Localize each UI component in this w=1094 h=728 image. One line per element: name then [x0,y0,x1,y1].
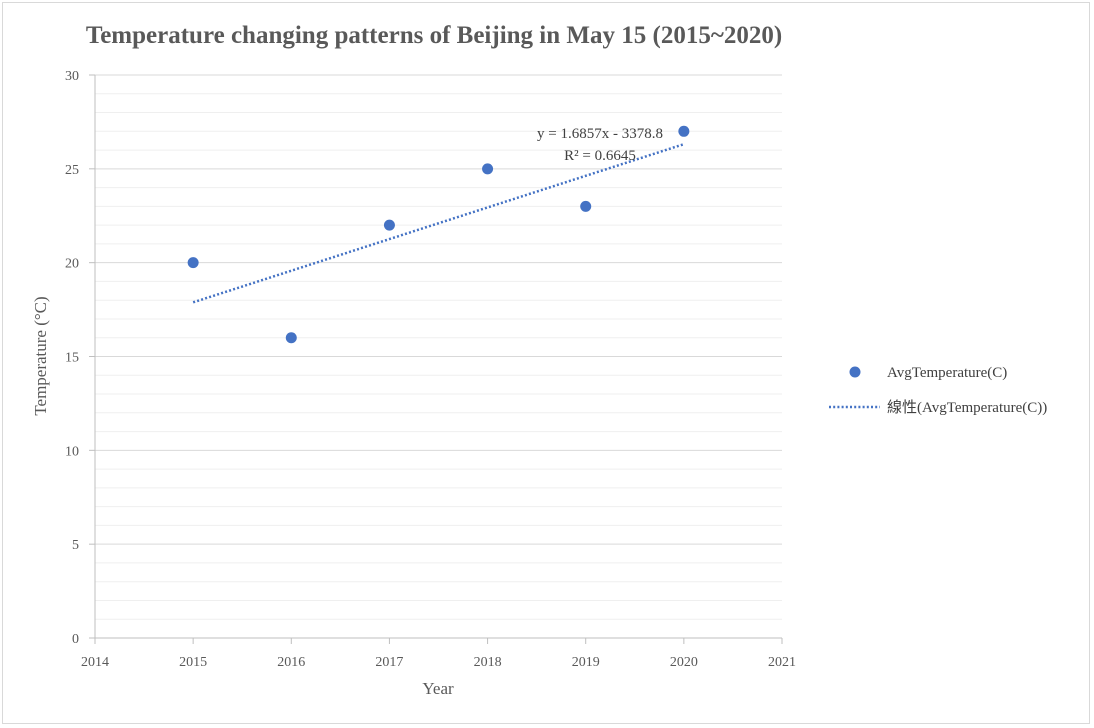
grid-lines [95,74,782,620]
y-axis-label: Temperature (°C) [31,296,50,415]
data-point [678,125,690,137]
y-tick-label: 20 [65,257,79,272]
x-tick-label: 2020 [670,655,698,670]
x-tick-label: 2014 [81,655,109,670]
x-tick-label: 2017 [375,655,403,670]
x-tick-label: 2018 [474,655,502,670]
data-point [383,219,395,231]
legend-label-trendline: 線性(AvgTemperature(C)) [887,399,1047,416]
data-points [187,125,690,344]
y-tick-label: 30 [65,69,79,84]
legend-marker-series [849,366,861,378]
chart-title: Temperature changing patterns of Beijing… [86,22,782,49]
data-point [580,200,592,212]
y-tick-labels: 0 5 10 15 20 25 30 [65,69,79,647]
x-tick-labels: 2014 2015 2016 2017 2018 2019 2020 2021 [81,655,796,670]
data-point [482,163,494,175]
y-tick-label: 10 [65,444,79,459]
x-tick-label: 2021 [768,655,796,670]
legend-label-series: AvgTemperature(C) [887,365,1007,381]
y-tick-label: 0 [72,632,79,647]
axes [89,74,783,644]
x-tick-label: 2016 [277,655,305,670]
y-tick-label: 15 [65,351,79,366]
x-axis-label: Year [422,679,454,698]
data-point [187,257,199,269]
y-tick-label: 25 [65,163,79,178]
trendline-r2-label: R² = 0.6645 [564,148,636,164]
data-point [285,332,297,344]
trendline [192,142,685,304]
y-tick-label: 5 [72,538,79,553]
trendline-layer [192,142,685,304]
x-tick-label: 2019 [572,655,600,670]
trendline-equation-label: y = 1.6857x - 3378.8 [537,126,663,142]
x-tick-label: 2015 [179,655,207,670]
legend: AvgTemperature(C) 線性(AvgTemperature(C)) [829,365,1047,416]
